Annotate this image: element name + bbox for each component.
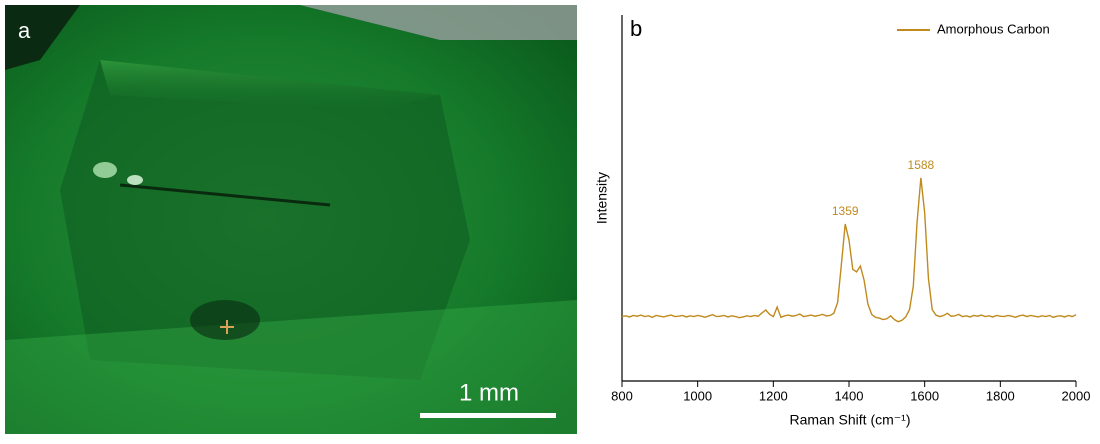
peak-label: 1588 xyxy=(908,158,935,172)
x-tick-label: 1600 xyxy=(910,388,939,403)
x-tick-label: 2000 xyxy=(1062,388,1091,403)
scale-bar-label: 1 mm xyxy=(459,379,519,406)
photo xyxy=(5,5,577,434)
legend-label: Amorphous Carbon xyxy=(937,21,1050,36)
panel-label: a xyxy=(18,18,31,43)
x-tick-label: 1000 xyxy=(683,388,712,403)
series-line xyxy=(621,177,1077,323)
x-tick-label: 1800 xyxy=(986,388,1015,403)
y-axis-label: Intensity xyxy=(594,172,610,224)
panel-label: b xyxy=(630,16,642,41)
x-tick-label: 1200 xyxy=(759,388,788,403)
x-axis-label: Raman Shift (cm⁻¹) xyxy=(790,412,911,428)
x-tick-label: 800 xyxy=(611,388,633,403)
peak-label: 1359 xyxy=(832,204,859,218)
x-tick-label: 1400 xyxy=(835,388,864,403)
